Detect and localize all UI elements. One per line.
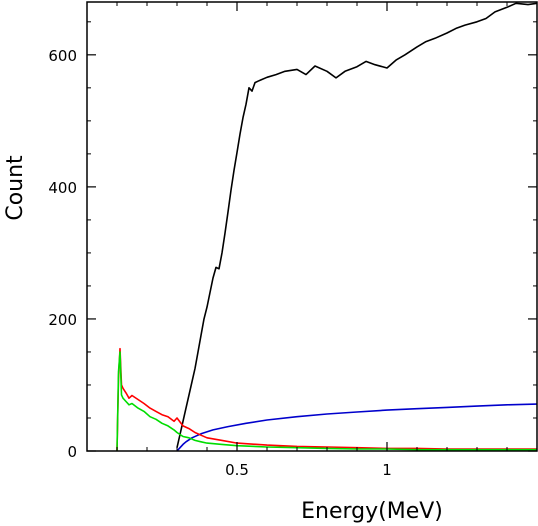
x-axis-title: Energy(MeV) [301,499,443,524]
ticks-layer: 0.5 1 0 200 400 600 [48,2,537,479]
x-tick-label: 1 [382,461,392,479]
y-tick-label: 200 [48,311,77,329]
x-tick-label: 0.5 [225,461,249,479]
series-line-3 [116,351,537,452]
plot-frame [86,1,538,452]
y-axis-title: Count [3,155,28,221]
series-line-2 [116,347,537,452]
series-line-1 [176,403,538,452]
y-tick-label: 400 [48,179,77,197]
y-tick-label: 600 [48,47,77,65]
y-tick-label: 0 [67,443,77,461]
series-layer [116,2,538,452]
series-line-0 [176,2,538,448]
